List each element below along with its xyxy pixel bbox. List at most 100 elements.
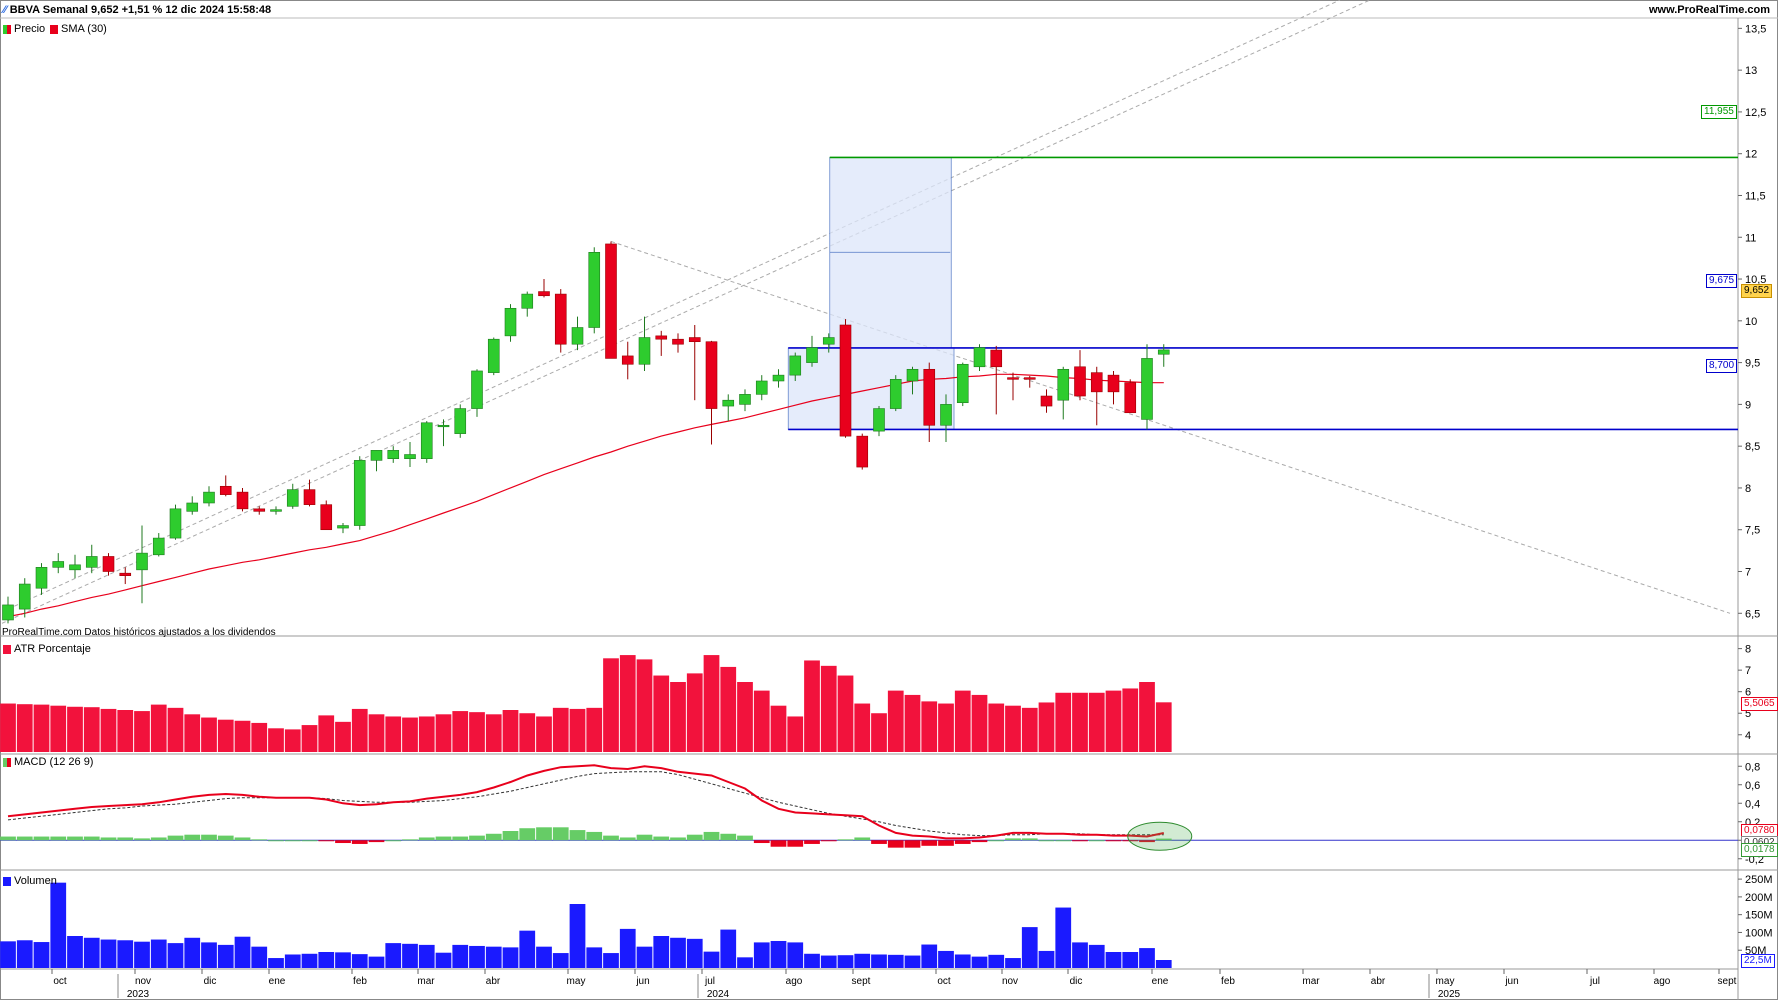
macd-histogram-bar <box>217 835 234 841</box>
x-month-label: may <box>567 976 586 987</box>
macd-histogram-bar <box>1021 838 1038 841</box>
macd-histogram-bar <box>770 840 787 847</box>
macd-histogram-bar <box>536 827 552 841</box>
macd-histogram-bar <box>1122 840 1139 842</box>
macd-histogram-bar <box>887 840 904 848</box>
volume-bar <box>318 952 335 968</box>
atr-bar <box>686 673 703 752</box>
atr-bar <box>804 660 820 752</box>
volume-bar <box>787 942 804 968</box>
downtrend-line <box>610 240 1731 614</box>
macd-histogram-bar <box>318 840 335 842</box>
atr-bar <box>720 666 737 752</box>
volume-bar <box>452 944 469 968</box>
price-tick-label: 12 <box>1745 149 1757 161</box>
candle <box>1090 366 1103 426</box>
chart-title-icon: ⁄⁄ <box>3 4 10 16</box>
atr-bar <box>971 694 988 752</box>
site-link[interactable]: www.ProRealTime.com <box>1648 4 1770 16</box>
atr-bar <box>837 675 854 752</box>
atr-bar <box>502 710 519 752</box>
price-tick-label: 11 <box>1745 232 1756 244</box>
macd-histogram-bar <box>50 836 67 841</box>
atr-bar <box>0 703 16 752</box>
macd-histogram-bar <box>100 837 117 841</box>
candle <box>605 241 617 359</box>
volume-tick-label: 150M <box>1745 910 1773 922</box>
macd-histogram-bar <box>83 836 100 841</box>
volume-bar <box>351 954 368 968</box>
candle <box>437 419 450 447</box>
macd-histogram-bar <box>1038 840 1055 842</box>
atr-bar <box>820 665 837 752</box>
volume-tick-label: 200M <box>1745 892 1773 904</box>
volume-last-tag: 22,5M <box>1741 954 1775 968</box>
volume-bar <box>904 955 921 968</box>
volume-bar <box>854 953 871 968</box>
macd-histogram-bar <box>603 835 619 841</box>
atr-bar <box>50 705 67 752</box>
macd-histogram-bar <box>1155 838 1172 841</box>
macd-histogram-bar <box>720 833 737 841</box>
macd-histogram-bar <box>1055 840 1072 842</box>
volume-bar <box>234 936 251 968</box>
atr-bar <box>603 658 619 752</box>
macd-histogram-bar <box>134 838 150 841</box>
volume-tick-label: 100M <box>1745 927 1773 939</box>
atr-bar <box>217 719 234 752</box>
price-tick-label: 6,5 <box>1745 608 1760 620</box>
volume-bar <box>938 950 954 968</box>
candle <box>186 496 199 515</box>
macd-histogram-bar <box>837 839 854 841</box>
x-year-label: 2024 <box>707 989 730 1000</box>
macd-histogram-bar <box>971 840 988 843</box>
volume-bar <box>988 954 1005 968</box>
volume-bar <box>1088 944 1105 968</box>
macd-histogram-bar <box>150 837 167 841</box>
volume-bar <box>184 937 201 968</box>
macd-line <box>7 764 1165 840</box>
volume-bar <box>284 954 301 968</box>
macd-histogram-bar <box>954 840 971 844</box>
candle <box>940 394 952 442</box>
macd-hist-tag: 0,0178 <box>1741 843 1778 857</box>
candle <box>889 375 902 412</box>
candle <box>990 345 1003 415</box>
volume-bar <box>871 954 887 968</box>
x-month-label: ene <box>269 976 286 987</box>
candle <box>554 289 567 353</box>
macd-histogram-bar <box>1088 840 1105 842</box>
candle <box>1107 370 1120 405</box>
volume-bar <box>1139 948 1155 968</box>
volume-bar <box>753 942 770 968</box>
atr-bar <box>452 711 469 752</box>
atr-bar <box>887 690 904 752</box>
volume-bar <box>1038 950 1055 968</box>
macd-histogram-bar <box>16 836 33 841</box>
macd-histogram-bar <box>268 840 284 842</box>
x-month-label: abr <box>1371 976 1386 987</box>
macd-histogram-bar <box>502 831 519 841</box>
atr-bar <box>1005 705 1021 752</box>
sma-swatch-icon <box>50 24 58 34</box>
price-tick-label: 13,5 <box>1745 23 1766 35</box>
volume-bar <box>167 943 184 968</box>
volume-bar <box>150 939 167 968</box>
atr-bar <box>586 707 603 752</box>
candle <box>806 335 818 367</box>
macd-histogram-bar <box>670 837 686 841</box>
volume-bar <box>1021 927 1038 968</box>
atr-bar <box>519 713 536 752</box>
macd-histogram-bar <box>921 840 938 846</box>
candle <box>387 446 400 463</box>
candle <box>521 291 534 317</box>
macd-histogram-bar <box>1139 840 1155 843</box>
atr-bar <box>938 703 954 752</box>
volume-bar <box>217 944 234 968</box>
candle <box>420 421 433 463</box>
volume-bar <box>804 953 820 968</box>
candle <box>1023 375 1036 388</box>
macd-histogram-bar <box>251 839 268 841</box>
volume-bar <box>619 928 636 968</box>
